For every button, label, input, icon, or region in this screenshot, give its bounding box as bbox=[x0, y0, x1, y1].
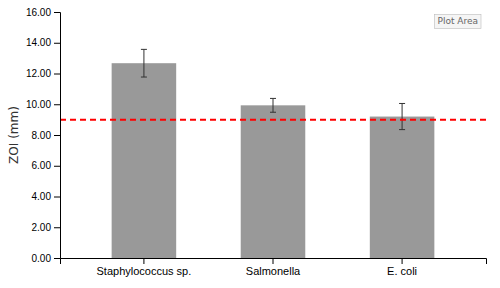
error-bar-cap bbox=[399, 129, 405, 130]
error-bar-stem bbox=[402, 103, 403, 129]
x-axis: Staphylococcus sp. Salmonella E. coli bbox=[61, 258, 487, 277]
y-tick: 12.00 bbox=[26, 68, 60, 79]
error-bar bbox=[399, 103, 405, 129]
y-tick-label: 16.00 bbox=[26, 7, 51, 18]
y-tick: 8.00 bbox=[32, 130, 60, 141]
error-bar-stem bbox=[273, 98, 274, 112]
x-tick-mark bbox=[402, 258, 403, 264]
y-tick-label: 8.00 bbox=[32, 130, 52, 141]
y-tick-label: 14.00 bbox=[26, 37, 51, 48]
y-tick-mark bbox=[54, 166, 60, 167]
x-tick: Salmonella bbox=[246, 258, 301, 277]
error-bar bbox=[141, 49, 147, 77]
annotation: Plot Area bbox=[434, 14, 481, 28]
annotation-text: Plot Area bbox=[437, 16, 478, 26]
y-tick: 4.00 bbox=[32, 191, 60, 202]
y-tick-mark bbox=[54, 74, 60, 75]
marks bbox=[60, 49, 486, 258]
bar bbox=[370, 117, 435, 258]
y-tick: 0.00 bbox=[32, 253, 60, 264]
error-bar bbox=[270, 98, 276, 112]
annotation-box bbox=[434, 14, 481, 28]
error-bar-cap bbox=[399, 103, 405, 104]
y-tick-mark bbox=[54, 43, 60, 44]
bar bbox=[112, 63, 177, 258]
y-tick-mark bbox=[54, 197, 60, 198]
x-tick-label: Salmonella bbox=[246, 265, 301, 277]
error-bar-stem bbox=[143, 49, 144, 77]
y-axis: 0.00 2.00 4.00 6.00 8.00 10.00 12.00 14.00 16.00 bbox=[26, 7, 61, 264]
x-tick: Staphylococcus sp. bbox=[97, 258, 192, 277]
y-tick-label: 2.00 bbox=[32, 222, 52, 233]
error-bar-cap bbox=[141, 49, 147, 50]
y-tick-label: 10.00 bbox=[26, 99, 51, 110]
y-tick-mark bbox=[54, 135, 60, 136]
chart: 0.00 2.00 4.00 6.00 8.00 10.00 12.00 14.00 16.00… bbox=[0, 0, 500, 288]
error-bar-cap bbox=[141, 77, 147, 78]
y-tick-label: 4.00 bbox=[32, 191, 52, 202]
error-bar-cap bbox=[270, 112, 276, 113]
y-axis-title: ZOI (mm) bbox=[7, 106, 21, 164]
x-tick-mark bbox=[143, 258, 144, 264]
x-tick-label: Staphylococcus sp. bbox=[97, 265, 192, 277]
error-bar-cap bbox=[270, 98, 276, 99]
plot: 0.00 2.00 4.00 6.00 8.00 10.00 12.00 14.00 16.00… bbox=[26, 7, 487, 277]
y-tick-label: 0.00 bbox=[32, 253, 52, 264]
y-tick: 6.00 bbox=[32, 160, 60, 171]
bar bbox=[241, 105, 306, 258]
x-axis-line bbox=[61, 259, 487, 265]
y-tick-label: 12.00 bbox=[26, 68, 51, 79]
y-tick: 16.00 bbox=[26, 7, 60, 18]
y-tick-mark bbox=[54, 12, 60, 13]
reference-line bbox=[60, 119, 486, 121]
y-tick: 14.00 bbox=[26, 37, 60, 48]
y-axis-line bbox=[54, 13, 61, 259]
y-tick-mark bbox=[54, 104, 60, 105]
y-tick-mark bbox=[54, 227, 60, 228]
y-tick: 2.00 bbox=[32, 222, 60, 233]
x-tick: E. coli bbox=[387, 258, 417, 277]
y-tick-label: 6.00 bbox=[32, 160, 52, 171]
y-tick-mark bbox=[54, 258, 60, 259]
x-tick-label: E. coli bbox=[387, 265, 417, 277]
x-tick-mark bbox=[273, 258, 274, 264]
y-tick: 10.00 bbox=[26, 99, 60, 110]
